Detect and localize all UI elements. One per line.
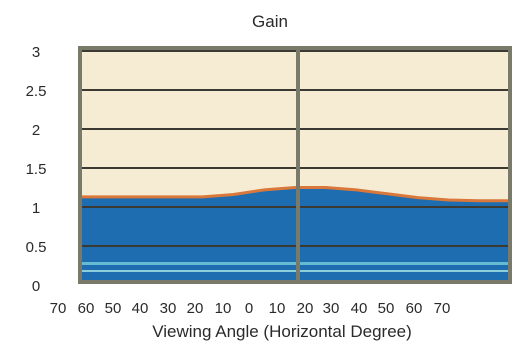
- x-tick-label: 30: [160, 300, 177, 317]
- x-tick-label: 40: [351, 300, 368, 317]
- plot-area: [78, 46, 512, 284]
- x-axis-label: Viewing Angle (Horizontal Degree): [152, 322, 412, 341]
- chart-title: Gain: [252, 12, 288, 31]
- x-tick-label: 60: [406, 300, 423, 317]
- x-tick-label: 0: [245, 300, 253, 317]
- y-tick-label: 0: [32, 278, 40, 295]
- x-axis-ticks: 70 60 50 40 30 20 10 0 10 20 30 40 50 60 70: [50, 300, 451, 317]
- y-tick-label: 0.5: [26, 239, 47, 256]
- x-tick-label: 40: [132, 300, 149, 317]
- gain-area: [80, 187, 510, 282]
- y-tick-label: 1.5: [26, 161, 47, 178]
- y-tick-label: 3: [32, 44, 40, 61]
- x-tick-label: 70: [434, 300, 451, 317]
- x-tick-label: 10: [215, 300, 232, 317]
- y-tick-label: 2.5: [26, 83, 47, 100]
- x-tick-label: 10: [269, 300, 286, 317]
- x-tick-label: 20: [297, 300, 314, 317]
- y-tick-label: 1: [32, 200, 40, 217]
- fill-band: [82, 262, 508, 265]
- gain-curve: [80, 186, 510, 203]
- x-tick-label: 50: [105, 300, 122, 317]
- x-tick-label: 20: [187, 300, 204, 317]
- x-tick-label: 50: [378, 300, 395, 317]
- y-tick-label: 2: [32, 122, 40, 139]
- fill-band: [82, 270, 508, 272]
- plot-frame: [78, 46, 512, 284]
- x-tick-label: 60: [78, 300, 95, 317]
- x-tick-label: 30: [323, 300, 340, 317]
- y-axis-ticks: 0 0.5 1 1.5 2 2.5 3: [26, 44, 47, 295]
- x-tick-label: 70: [50, 300, 67, 317]
